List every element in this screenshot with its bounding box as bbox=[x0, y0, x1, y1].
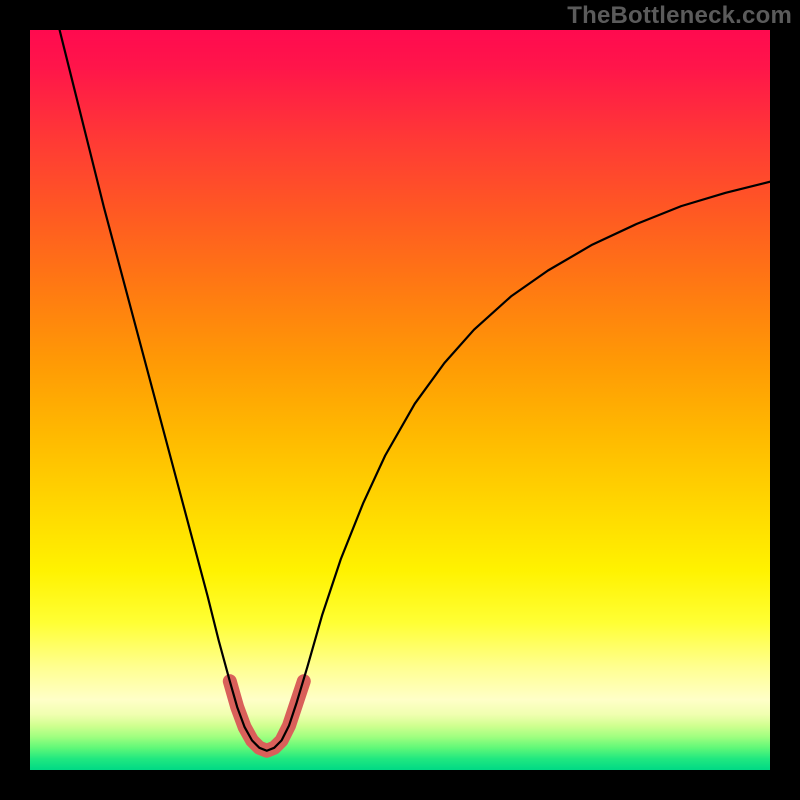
plot-area bbox=[30, 30, 770, 770]
watermark-text: TheBottleneck.com bbox=[567, 2, 792, 30]
bottleneck-curve-chart bbox=[30, 30, 770, 770]
chart-container: TheBottleneck.com bbox=[0, 0, 800, 800]
plot-background bbox=[30, 30, 770, 770]
